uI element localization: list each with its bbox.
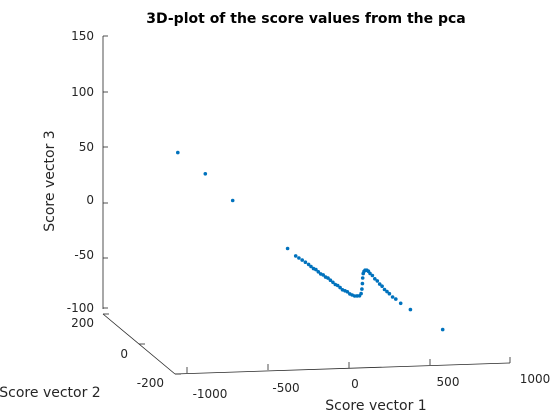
y-tick-label: 0 — [120, 347, 128, 361]
data-point — [360, 287, 364, 291]
x-axis-ticks: -1000 -500 0 500 1000 — [186, 357, 551, 401]
y-tick-label: 200 — [71, 316, 94, 330]
x-tick-label: -1000 — [193, 387, 228, 401]
z-tick-label: 100 — [71, 85, 94, 99]
data-point — [377, 282, 382, 286]
data-point — [328, 278, 333, 283]
data-point — [297, 256, 301, 260]
data-point — [345, 290, 350, 294]
data-point — [359, 291, 363, 296]
x-axis-line — [174, 362, 511, 375]
data-point — [338, 285, 342, 290]
data-point — [300, 258, 305, 262]
x-tick-label: 500 — [437, 375, 460, 389]
data-point — [398, 301, 403, 306]
data-point — [176, 150, 180, 155]
data-point — [360, 276, 365, 280]
data-point — [382, 287, 387, 292]
x-tick-label: -500 — [272, 381, 299, 395]
data-point — [368, 271, 372, 276]
x-axis-label: Score vector 1 — [325, 398, 426, 414]
z-axis-label: Score vector 3 — [42, 130, 58, 231]
data-point — [303, 260, 308, 265]
scatter-points — [176, 150, 445, 332]
data-point — [309, 264, 313, 269]
data-point — [394, 297, 398, 301]
data-point — [380, 284, 384, 289]
data-point — [285, 246, 290, 251]
data-point — [316, 270, 321, 274]
data-point — [375, 279, 380, 283]
data-point — [331, 280, 335, 285]
data-point — [314, 267, 318, 272]
z-tick-label: 150 — [71, 29, 94, 43]
x-tick-label: 0 — [351, 377, 359, 391]
data-point — [321, 273, 326, 277]
data-point — [385, 289, 389, 294]
data-point — [390, 295, 395, 299]
data-point — [326, 276, 330, 280]
data-point — [370, 273, 375, 278]
data-point — [440, 327, 445, 332]
data-point — [293, 254, 298, 258]
data-point — [408, 307, 413, 312]
data-point — [203, 172, 208, 176]
y-axis-ticks: 200 0 -200 — [71, 313, 181, 390]
data-point — [335, 283, 340, 288]
z-tick-label: -50 — [74, 248, 94, 262]
data-point — [387, 291, 392, 296]
chart-title: 3D-plot of the score values from the pca — [146, 11, 465, 27]
data-point — [360, 281, 365, 286]
y-axis-label: Score vector 2 — [0, 385, 101, 401]
data-point — [373, 277, 377, 281]
z-axis-ticks: 150 100 50 0 -50 -100 — [67, 29, 108, 315]
z-tick-label: 50 — [79, 140, 94, 154]
z-tick-label: -100 — [67, 301, 94, 315]
x-tick-label: 1000 — [520, 372, 551, 386]
data-point — [230, 198, 235, 203]
y-tick-label: -200 — [137, 376, 164, 390]
data-point — [306, 262, 311, 267]
z-tick-label: 0 — [86, 193, 94, 207]
